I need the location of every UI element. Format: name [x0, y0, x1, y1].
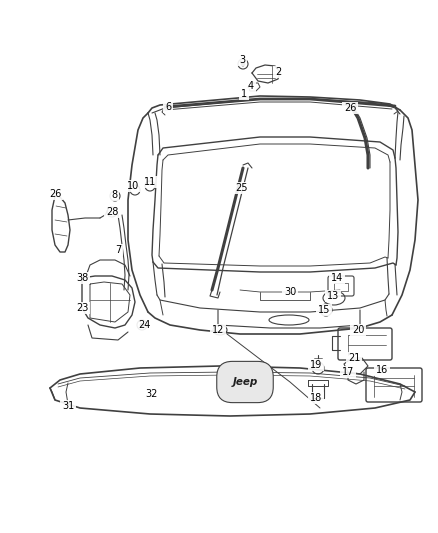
Text: Jeep: Jeep	[233, 377, 258, 387]
Text: 15: 15	[318, 305, 330, 315]
Text: 19: 19	[310, 360, 322, 370]
Text: 30: 30	[284, 287, 296, 297]
Text: 11: 11	[144, 177, 156, 187]
Text: 24: 24	[138, 320, 150, 330]
Text: 12: 12	[212, 325, 224, 335]
Text: 14: 14	[331, 273, 343, 283]
Circle shape	[348, 102, 356, 110]
Text: 26: 26	[49, 189, 61, 199]
Text: 21: 21	[348, 353, 360, 363]
Text: 3: 3	[239, 55, 245, 65]
Text: 1: 1	[241, 89, 247, 99]
Text: 26: 26	[344, 103, 356, 113]
Text: 7: 7	[115, 245, 121, 255]
Text: 17: 17	[342, 367, 354, 377]
Text: 4: 4	[248, 81, 254, 91]
Text: 20: 20	[352, 325, 364, 335]
Text: 32: 32	[146, 389, 158, 399]
Text: 18: 18	[310, 393, 322, 403]
Text: 13: 13	[327, 291, 339, 301]
Text: 23: 23	[76, 303, 88, 313]
Text: 28: 28	[106, 207, 118, 217]
Circle shape	[241, 62, 245, 66]
Text: 8: 8	[111, 190, 117, 200]
Circle shape	[140, 323, 144, 327]
Text: 2: 2	[275, 67, 281, 77]
Text: 6: 6	[165, 102, 171, 112]
Text: 10: 10	[127, 181, 139, 191]
Text: 38: 38	[76, 273, 88, 283]
Text: 31: 31	[62, 401, 74, 411]
Text: 16: 16	[376, 365, 388, 375]
Text: 25: 25	[236, 183, 248, 193]
